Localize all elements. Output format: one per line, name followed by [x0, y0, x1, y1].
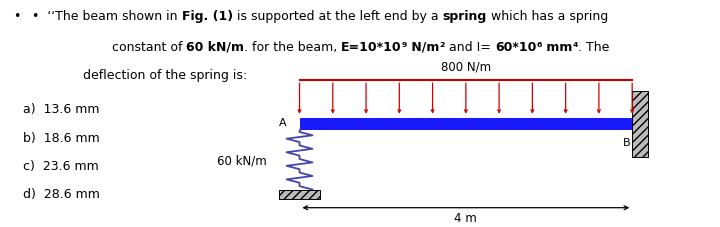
Text: 60*10: 60*10 [495, 41, 536, 54]
Bar [279, 190, 320, 199]
Text: 800 N/m: 800 N/m [441, 61, 491, 74]
Text: 4 m: 4 m [454, 212, 477, 225]
Text: deflection of the spring is:: deflection of the spring is: [83, 69, 247, 82]
Bar [632, 91, 648, 157]
Bar [300, 118, 632, 130]
Text: . for the beam,: . for the beam, [244, 41, 341, 54]
Text: ²: ² [440, 41, 445, 54]
Text: N/m: N/m [408, 41, 440, 54]
Text: •  ‘‘The beam shown in: • ‘‘The beam shown in [32, 10, 182, 23]
Text: . The: . The [578, 41, 609, 54]
Text: •: • [13, 10, 20, 23]
Text: 60 kN/m: 60 kN/m [186, 41, 244, 54]
Text: spring: spring [443, 10, 487, 23]
Text: ⁹: ⁹ [402, 41, 408, 54]
Text: b)  18.6 mm: b) 18.6 mm [23, 132, 100, 145]
Text: d)  28.6 mm: d) 28.6 mm [23, 188, 100, 201]
Text: ⁶: ⁶ [536, 41, 542, 54]
Text: 60 kN/m: 60 kN/m [217, 154, 267, 167]
Text: A: A [279, 118, 287, 128]
Text: constant of: constant of [112, 41, 186, 54]
Text: mm: mm [542, 41, 572, 54]
Text: ⁴: ⁴ [572, 41, 578, 54]
Text: E=10*10: E=10*10 [341, 41, 402, 54]
Text: which has a spring: which has a spring [487, 10, 608, 23]
Text: B: B [623, 138, 630, 148]
Text: is supported at the left end by a: is supported at the left end by a [233, 10, 443, 23]
Text: and I=: and I= [445, 41, 495, 54]
Text: a)  13.6 mm: a) 13.6 mm [23, 103, 99, 116]
Text: Fig. (1): Fig. (1) [182, 10, 233, 23]
Text: c)  23.6 mm: c) 23.6 mm [23, 160, 99, 173]
